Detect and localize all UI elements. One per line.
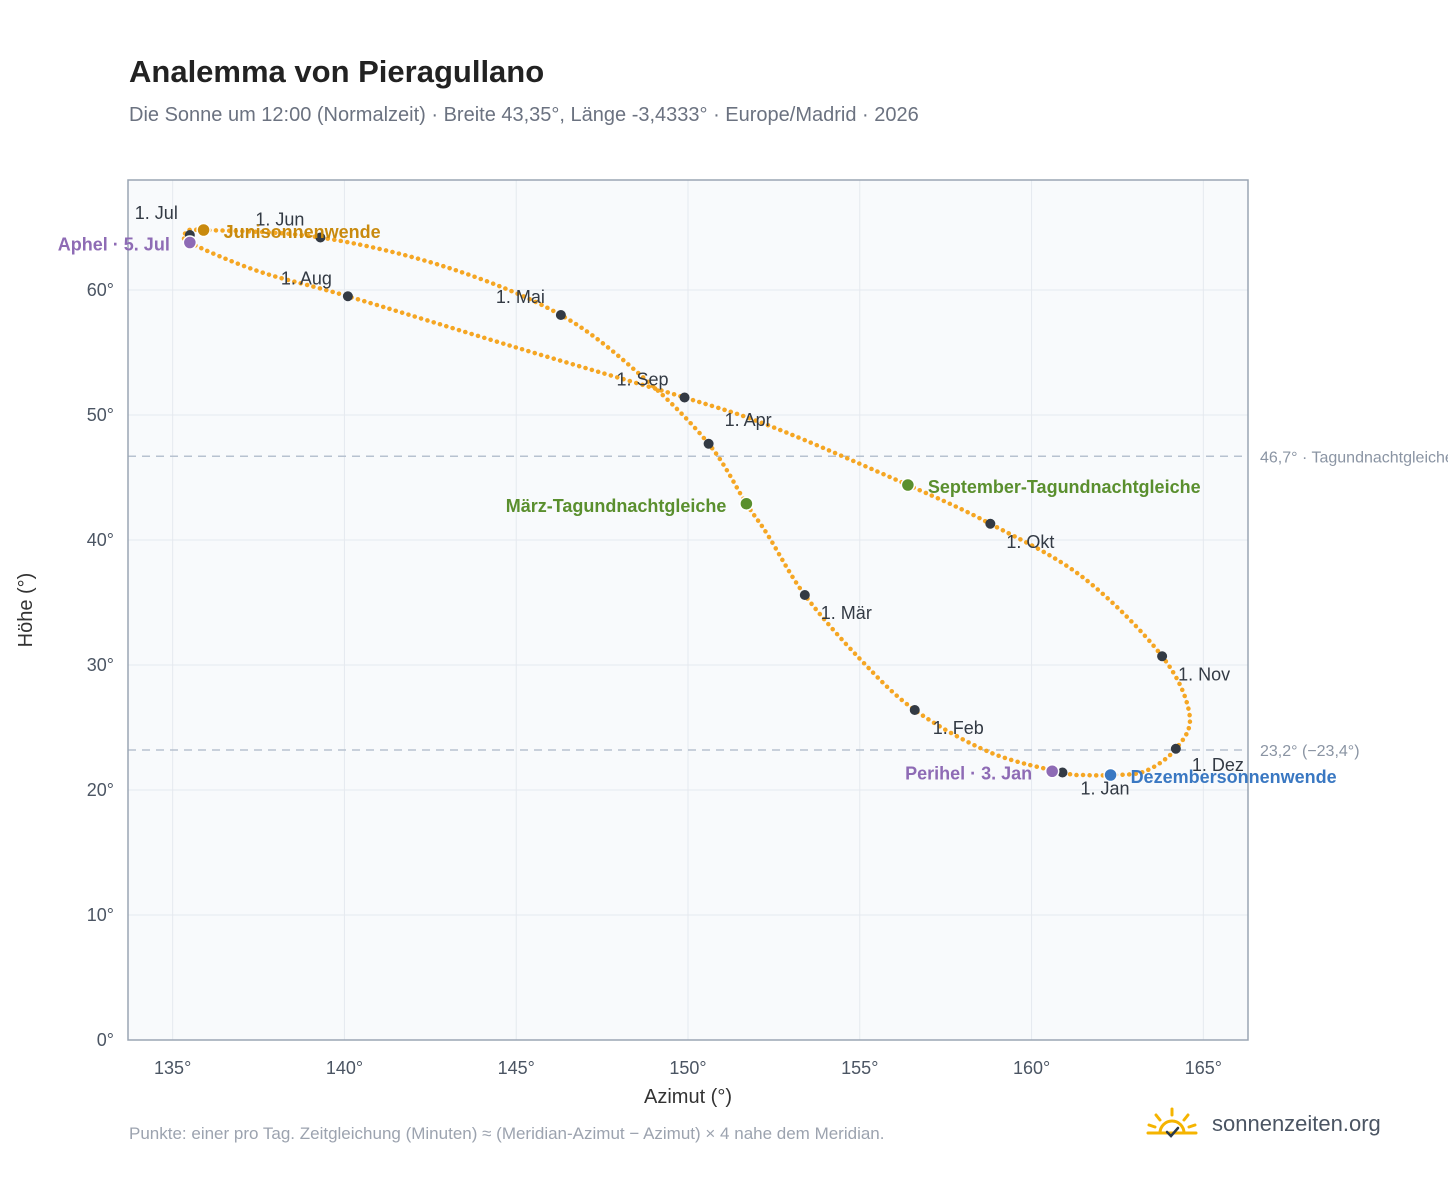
month-label: 1. Jun — [255, 210, 304, 230]
y-tick-label: 20° — [87, 780, 114, 800]
month-marker — [342, 291, 353, 302]
month-label: 1. Apr — [725, 410, 772, 430]
x-tick-label: 145° — [498, 1058, 535, 1078]
month-marker — [1170, 743, 1181, 754]
month-marker — [679, 392, 690, 403]
month-label: 1. Mär — [821, 603, 872, 623]
event-label: Aphel · 5. Jul — [58, 235, 170, 255]
plot-frame — [127, 179, 1249, 1041]
x-tick-label: 165° — [1185, 1058, 1222, 1078]
event-label: September-Tagundnachtgleiche — [928, 477, 1201, 497]
event-label: März-Tagundnachtgleiche — [506, 496, 727, 516]
y-tick-label: 50° — [87, 405, 114, 425]
event-marker — [900, 477, 916, 493]
x-axis-label: Azimut (°) — [644, 1086, 732, 1108]
month-label: 1. Dez — [1192, 755, 1244, 775]
month-marker — [985, 518, 996, 529]
month-marker — [315, 232, 326, 243]
month-label: 1. Feb — [933, 718, 984, 738]
y-tick-label: 60° — [87, 280, 114, 300]
event-label: Perihel · 3. Jan — [905, 763, 1032, 783]
y-tick-label: 0° — [97, 1030, 114, 1050]
month-label: 1. Aug — [281, 268, 332, 288]
month-marker — [555, 310, 566, 320]
month-marker — [1157, 651, 1168, 662]
month-label: 1. Mai — [496, 287, 545, 307]
x-tick-label: 135° — [154, 1058, 191, 1078]
event-marker — [1103, 767, 1118, 783]
reference-line-label: 23,2° (−23,4°) — [1260, 743, 1360, 760]
month-marker — [909, 705, 920, 715]
month-label: 1. Okt — [1006, 532, 1054, 552]
event-marker — [182, 235, 198, 250]
x-tick-label: 160° — [1013, 1058, 1050, 1078]
brand-name: sonnenzeiten.org — [1212, 1111, 1381, 1136]
reference-line-label: 46,7° · Tagundnachtgleiche — [1260, 449, 1448, 466]
y-axis-label: Höhe (°) — [15, 573, 37, 648]
x-tick-label: 150° — [669, 1058, 706, 1078]
chart-title: Analemma von Pieragullano — [129, 54, 545, 89]
month-label: 1. Jan — [1080, 779, 1129, 799]
y-tick-label: 10° — [87, 905, 114, 925]
x-tick-label: 140° — [326, 1058, 363, 1078]
brand-link[interactable]: sonnenzeiten.org — [1146, 1104, 1381, 1144]
event-label: Dezembersonnenwende — [1131, 767, 1337, 787]
month-label: 1. Jul — [135, 203, 178, 223]
month-label: 1. Sep — [617, 370, 669, 390]
sun-logo-icon — [1146, 1107, 1198, 1138]
month-marker — [799, 590, 810, 600]
event-marker — [739, 496, 754, 511]
footnote: Punkte: einer pro Tag. Zeitgleichung (Mi… — [129, 1124, 885, 1143]
y-tick-label: 40° — [87, 530, 114, 550]
y-tick-label: 30° — [87, 655, 114, 675]
month-label: 1. Nov — [1178, 664, 1230, 684]
chart-subtitle: Die Sonne um 12:00 (Normalzeit) · Breite… — [129, 104, 919, 126]
analemma-curve — [180, 227, 1193, 778]
month-marker — [703, 438, 714, 449]
month-marker — [1057, 767, 1068, 778]
event-marker — [1044, 764, 1060, 779]
event-label: Junisonnenwende — [224, 222, 381, 242]
event-marker — [196, 222, 211, 238]
x-tick-label: 155° — [841, 1058, 878, 1078]
